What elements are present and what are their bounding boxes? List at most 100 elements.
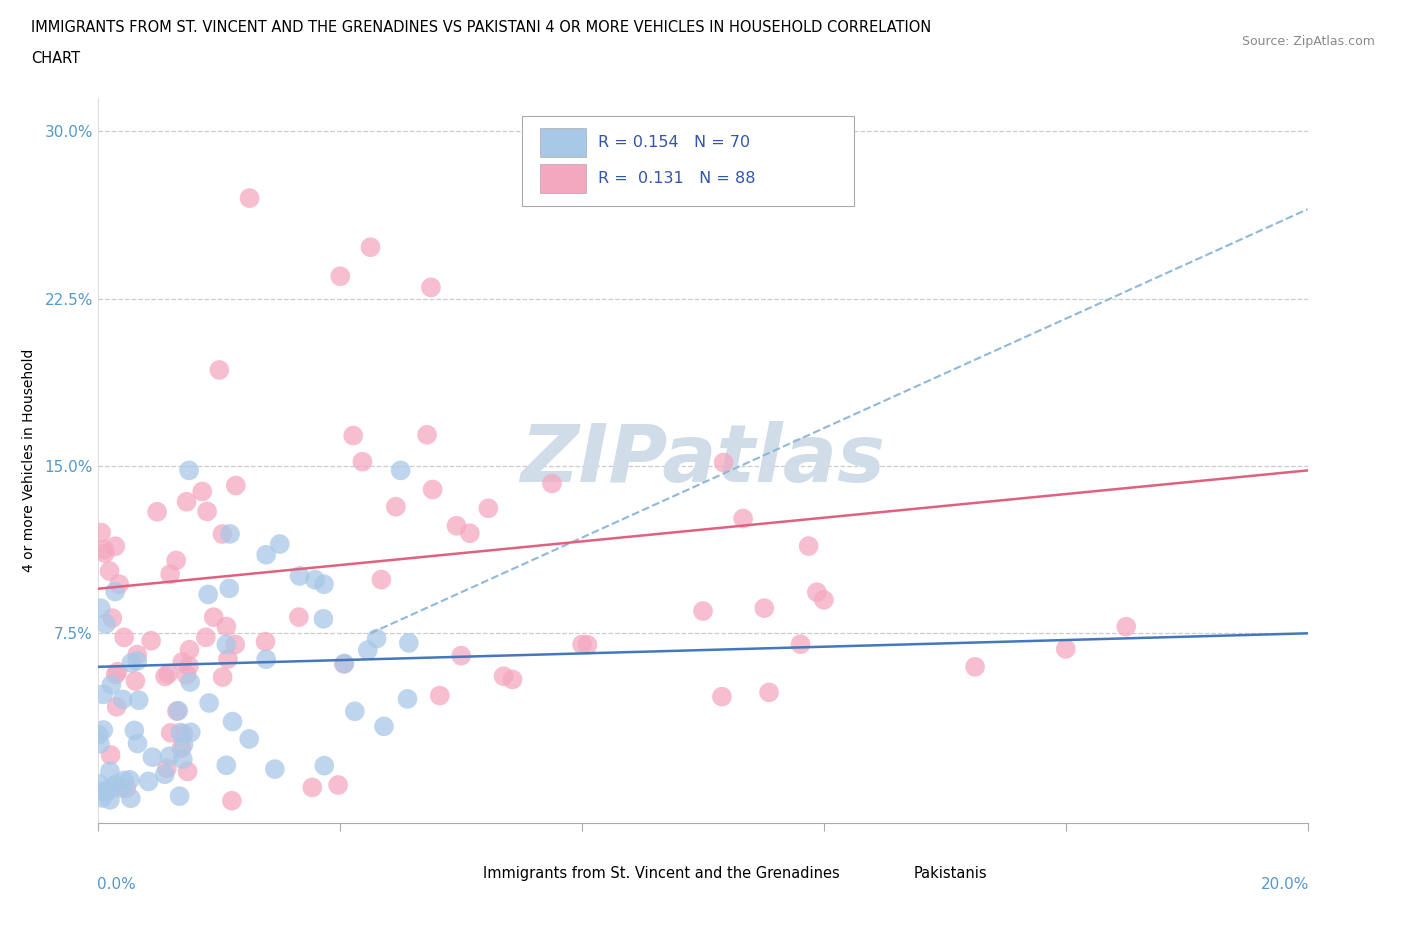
Point <box>120 656 142 671</box>
Point <box>576 637 599 652</box>
Point <box>304 572 326 587</box>
Point <box>138 774 160 789</box>
Point <box>96 784 118 799</box>
Point <box>396 691 419 706</box>
Point <box>165 553 187 568</box>
Point <box>105 699 128 714</box>
Point <box>288 610 311 625</box>
Point <box>357 643 380 658</box>
Point <box>692 604 714 618</box>
Text: R =  0.131   N = 88: R = 0.131 N = 88 <box>598 171 755 186</box>
Point <box>965 659 987 674</box>
Point <box>100 677 122 692</box>
Point <box>333 657 356 671</box>
Point <box>238 732 260 747</box>
Point <box>221 793 243 808</box>
Point <box>87 777 110 791</box>
Point <box>120 790 142 805</box>
Point <box>754 601 776 616</box>
Point <box>176 764 198 779</box>
Point <box>172 655 194 670</box>
Point <box>110 780 132 795</box>
Point <box>115 781 138 796</box>
Point <box>91 790 114 805</box>
Point <box>342 428 364 443</box>
Point <box>254 547 277 562</box>
Point <box>104 584 127 599</box>
Point <box>107 664 129 679</box>
Point <box>301 780 323 795</box>
Text: Source: ZipAtlas.com: Source: ZipAtlas.com <box>1241 35 1375 48</box>
Text: Immigrants from St. Vincent and the Grenadines: Immigrants from St. Vincent and the Gren… <box>482 866 839 881</box>
Point <box>93 542 115 557</box>
Point <box>179 643 201 658</box>
Point <box>215 758 238 773</box>
Point <box>492 669 515 684</box>
Point <box>153 767 176 782</box>
Point <box>312 611 335 626</box>
Point <box>218 581 240 596</box>
Point <box>343 704 366 719</box>
Point <box>225 478 247 493</box>
Point <box>373 719 395 734</box>
Point <box>170 741 193 756</box>
Point <box>366 631 388 646</box>
Point <box>502 672 524 687</box>
Point <box>329 269 352 284</box>
Point <box>153 669 176 684</box>
Point <box>416 428 439 443</box>
Point <box>370 572 392 587</box>
Point <box>100 748 122 763</box>
Point <box>239 191 262 206</box>
Point <box>263 762 285 777</box>
Point <box>179 674 201 689</box>
Point <box>1054 642 1077 657</box>
Text: CHART: CHART <box>31 51 80 66</box>
Point <box>211 526 233 541</box>
Point <box>333 656 356 671</box>
Point <box>813 592 835 607</box>
Text: ZIPatlas: ZIPatlas <box>520 421 886 499</box>
Point <box>146 504 169 519</box>
Point <box>352 454 374 469</box>
Text: IMMIGRANTS FROM ST. VINCENT AND THE GRENADINES VS PAKISTANI 4 OR MORE VEHICLES I: IMMIGRANTS FROM ST. VINCENT AND THE GREN… <box>31 20 931 35</box>
Point <box>104 667 127 682</box>
Y-axis label: 4 or more Vehicles in Household: 4 or more Vehicles in Household <box>22 349 37 572</box>
Point <box>156 761 179 776</box>
Point <box>180 724 202 739</box>
Point <box>118 773 141 788</box>
Point <box>112 630 135 644</box>
Point <box>157 666 180 681</box>
Point <box>198 696 221 711</box>
Point <box>758 684 780 699</box>
Point <box>124 673 146 688</box>
Bar <box>437 857 474 888</box>
Text: 20.0%: 20.0% <box>1260 878 1309 893</box>
Point <box>221 714 243 729</box>
Point <box>541 476 564 491</box>
Point <box>127 647 149 662</box>
Text: Pakistanis: Pakistanis <box>914 866 987 881</box>
Text: R = 0.154   N = 70: R = 0.154 N = 70 <box>598 135 749 150</box>
Point <box>173 737 195 751</box>
Point <box>172 751 194 766</box>
Point <box>211 670 233 684</box>
Point <box>385 499 408 514</box>
Point <box>108 577 131 591</box>
Point <box>389 463 412 478</box>
Point <box>112 773 135 788</box>
Point <box>288 568 311 583</box>
Point <box>98 564 121 578</box>
Point <box>159 725 181 740</box>
Point <box>806 585 828 600</box>
Point <box>166 704 188 719</box>
Point <box>422 482 444 497</box>
Point <box>94 546 117 561</box>
Point <box>101 611 124 626</box>
Point <box>91 687 114 702</box>
Point <box>191 484 214 498</box>
Point <box>314 758 336 773</box>
Point <box>429 688 451 703</box>
Point <box>458 525 481 540</box>
Point <box>710 689 733 704</box>
